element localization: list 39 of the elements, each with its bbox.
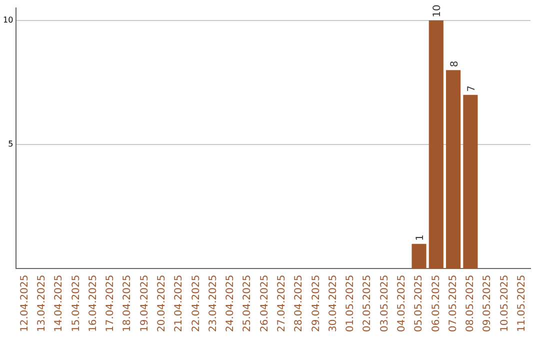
data-label: 8 xyxy=(449,60,460,68)
x-tick-label: 24.04.2025 xyxy=(225,274,236,332)
x-tick-label: 10.05.2025 xyxy=(499,274,510,332)
x-tick-label: 19.04.2025 xyxy=(139,274,150,332)
x-tick-label: 04.05.2025 xyxy=(396,274,408,332)
y-tick-label: 5 xyxy=(8,140,14,149)
x-tick-label: 13.04.2025 xyxy=(36,274,48,332)
bar xyxy=(428,20,444,269)
x-tick-label: 20.04.2025 xyxy=(156,274,168,332)
x-tick-label: 25.04.2025 xyxy=(242,274,254,332)
x-tick-label: 06.05.2025 xyxy=(430,274,442,332)
x-tick-label: 30.04.2025 xyxy=(328,274,339,332)
x-tick-label: 09.05.2025 xyxy=(482,274,494,332)
bar xyxy=(412,244,426,269)
x-tick-label: 27.04.2025 xyxy=(276,274,288,332)
x-tick-label: 23.04.2025 xyxy=(208,274,219,332)
data-label: 10 xyxy=(432,4,444,18)
x-tick-label: 29.04.2025 xyxy=(310,274,322,332)
bar xyxy=(463,94,478,269)
x-tick-label: 14.04.2025 xyxy=(54,274,65,332)
x-tick-label: 22.04.2025 xyxy=(190,274,202,332)
x-tick-label: 03.05.2025 xyxy=(379,274,390,332)
x-tick-label: 02.05.2025 xyxy=(362,274,374,332)
data-label: 7 xyxy=(466,86,478,92)
x-tick-label: 08.05.2025 xyxy=(465,274,476,332)
x-tick-label: 21.04.2025 xyxy=(174,274,185,332)
x-tick-label: 12.04.2025 xyxy=(19,274,30,332)
x-tick-label: 07.05.2025 xyxy=(448,274,459,332)
x-tick-label: 16.04.2025 xyxy=(88,274,99,332)
x-tick-label: 28.04.2025 xyxy=(294,274,305,332)
x-tick-label: 05.05.2025 xyxy=(414,274,425,332)
x-tick-label: 01.05.2025 xyxy=(345,274,356,332)
x-tick-label: 26.04.2025 xyxy=(259,274,270,332)
data-label: 1 xyxy=(415,234,426,241)
bar xyxy=(446,70,461,269)
x-tick-label: 15.04.2025 xyxy=(70,274,82,332)
x-tick-label: 18.04.2025 xyxy=(122,274,134,332)
x-tick-label: 11.05.2025 xyxy=(516,274,528,332)
x-tick-label: 17.04.2025 xyxy=(105,274,116,332)
